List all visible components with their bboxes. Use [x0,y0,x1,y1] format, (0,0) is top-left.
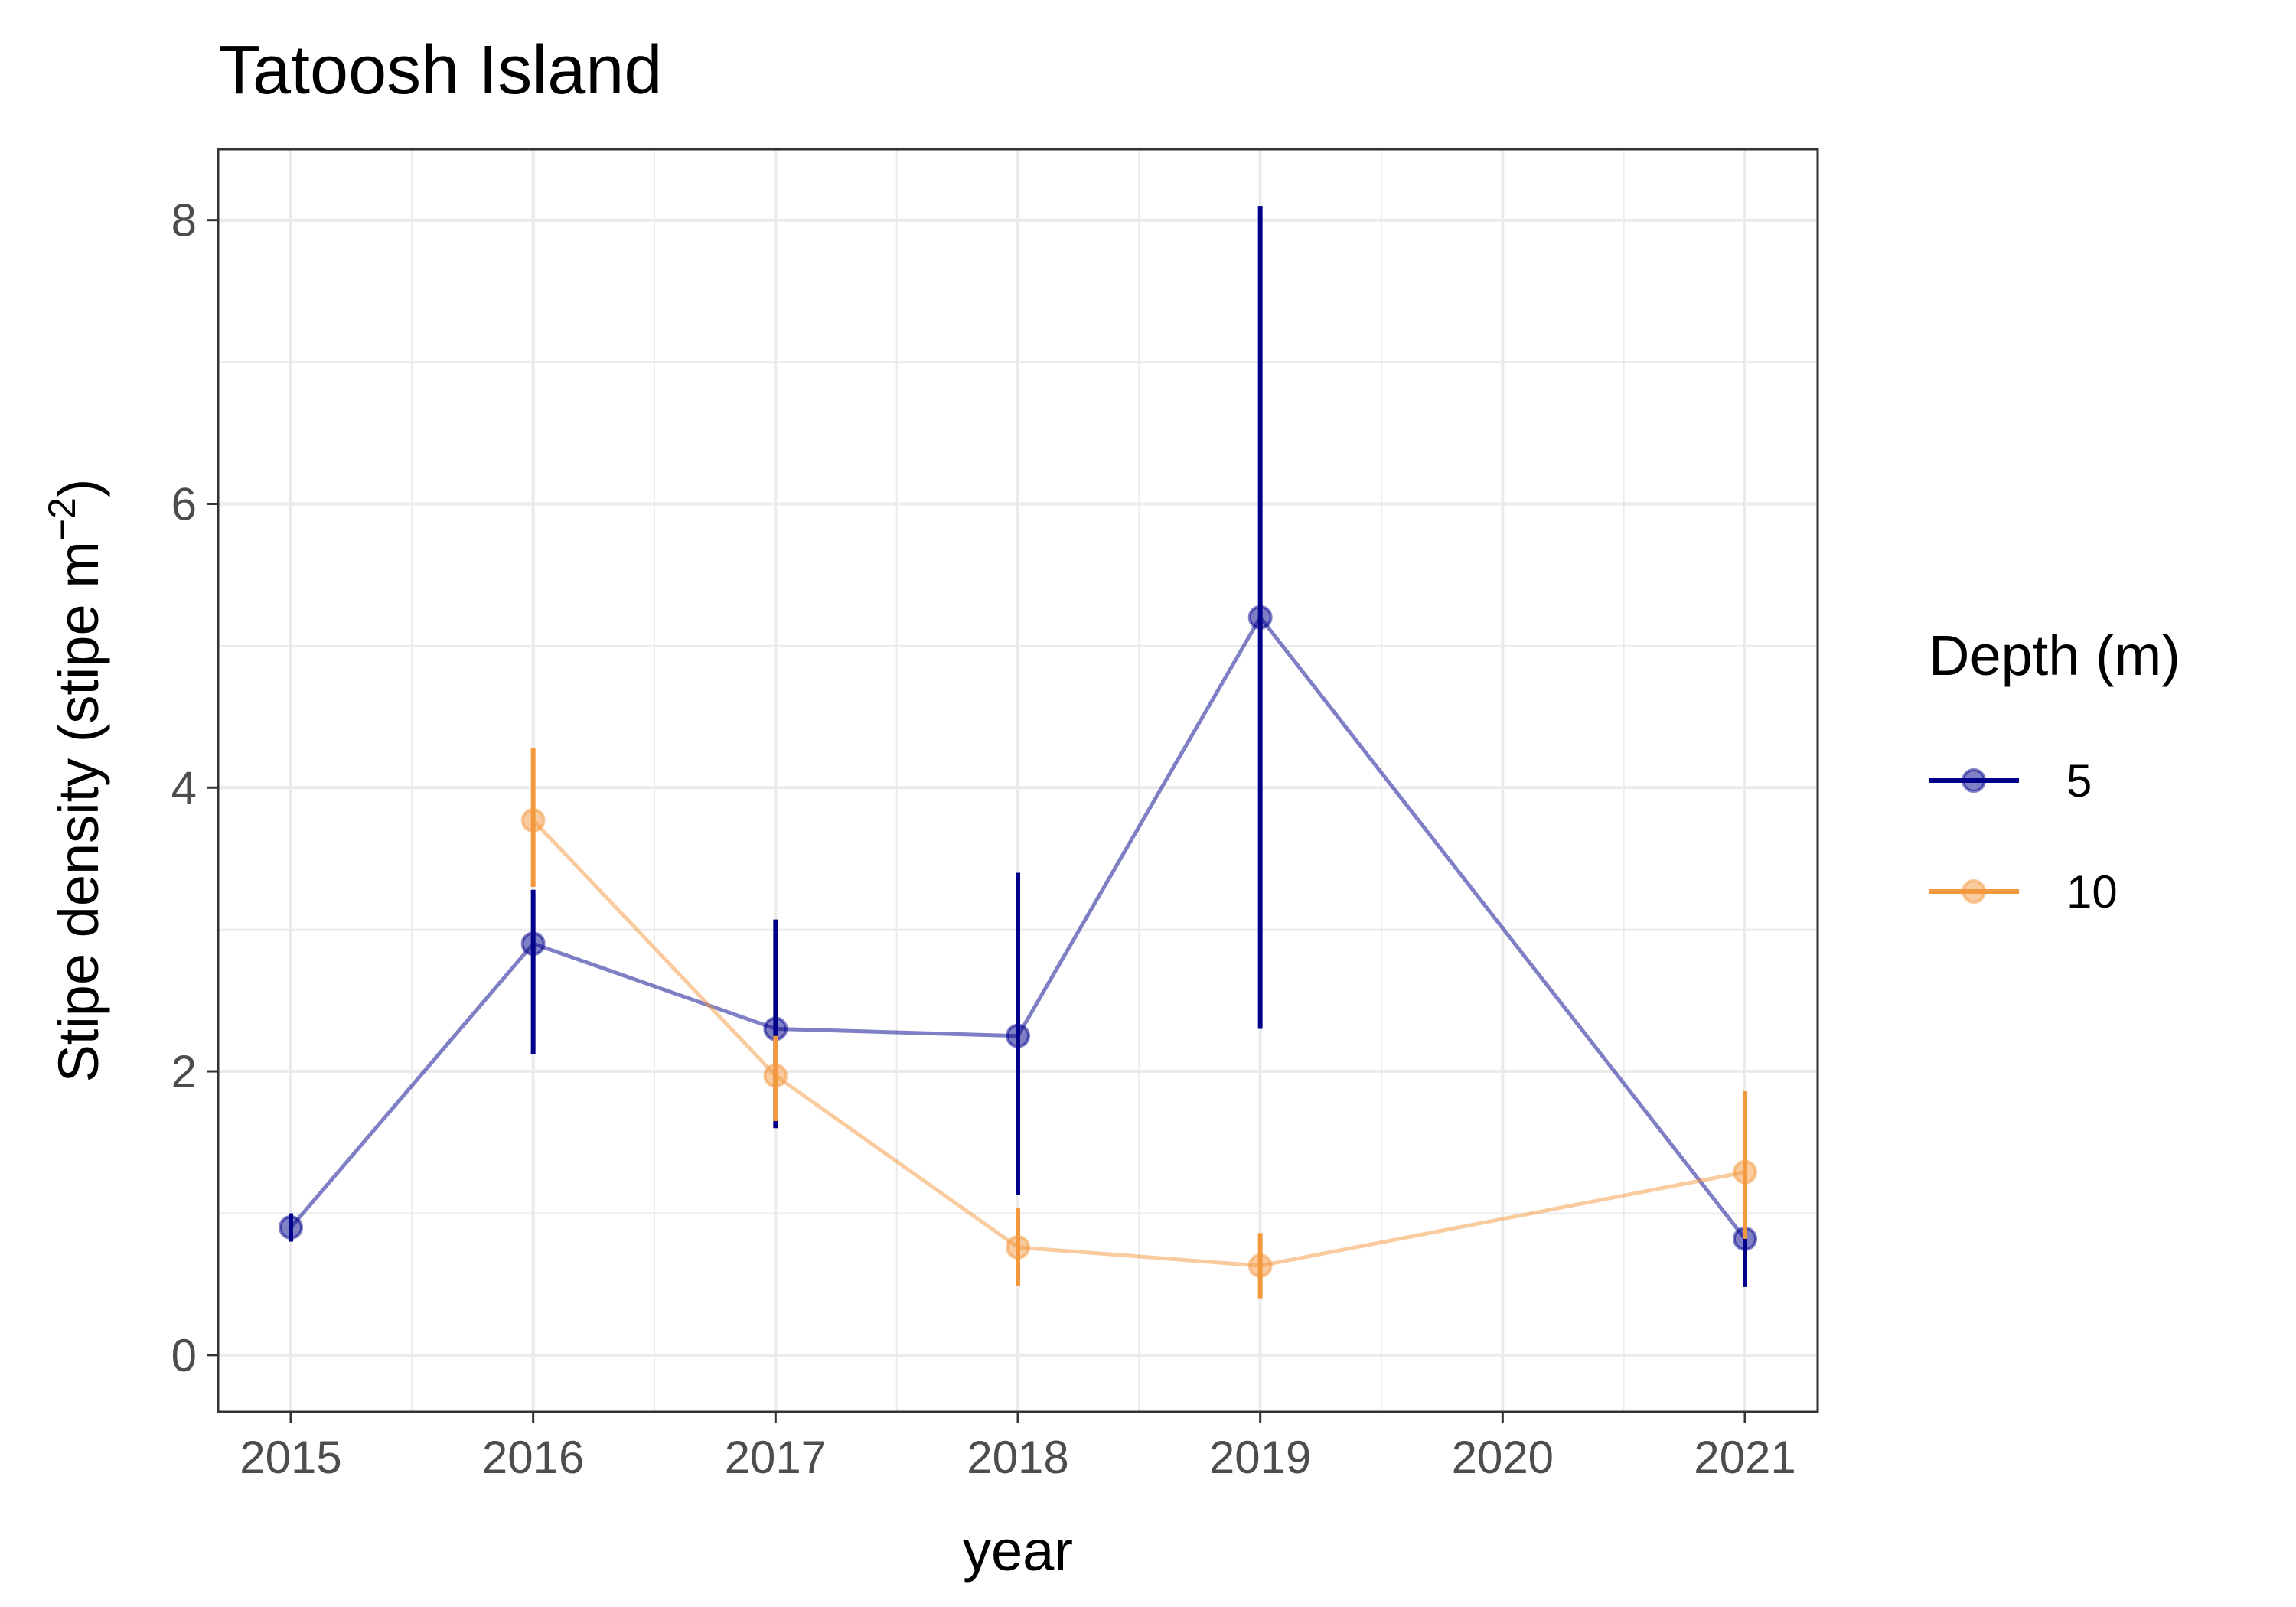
x-tick-label: 2018 [967,1432,1068,1483]
data-point [763,1063,788,1088]
series-10 [520,748,1757,1299]
data-point [520,807,546,833]
x-tick-label: 2021 [1694,1432,1795,1483]
legend-item-5: 5 [1929,755,2092,807]
data-point [1006,1023,1030,1048]
x-axis-title: year [963,1519,1073,1583]
legend-label: 10 [2066,866,2118,918]
y-axis-title-main: Stipe density (stipe m [47,541,110,1082]
y-axis: 0 2 4 6 8 [171,195,218,1381]
series-line [289,614,1746,1240]
y-tick-label: 6 [171,478,197,530]
x-tick-label: 2015 [240,1432,341,1483]
legend: Depth (m) 5 10 [1929,624,2180,918]
y-tick-label: 0 [171,1330,197,1381]
data-point [1247,605,1273,630]
x-tick-label: 2016 [482,1432,584,1483]
x-axis: 2015 2016 2017 2018 2019 2020 2021 [240,1412,1796,1483]
data-point [279,1214,303,1240]
y-tick-label: 2 [171,1046,197,1097]
chart-title: Tatoosh Island [218,32,662,109]
y-axis-title-superscript: −2 [41,497,83,541]
legend-item-10: 10 [1929,866,2118,918]
x-tick-label: 2017 [725,1432,827,1483]
y-axis-title: Stipe density (stipe m−2) [41,478,110,1082]
y-tick-label: 8 [171,195,197,246]
data-point [1733,1159,1757,1185]
legend-title: Depth (m) [1929,624,2180,687]
legend-key-point [1962,768,1986,793]
x-tick-label: 2020 [1452,1432,1554,1483]
data-point [1247,1253,1273,1279]
x-tick-label: 2019 [1209,1432,1311,1483]
legend-key-point [1962,879,1986,904]
series-5 [279,206,1757,1287]
data-point [1006,1234,1030,1260]
y-axis-title-close: ) [47,478,110,497]
data-point [520,931,546,957]
legend-label: 5 [2066,755,2092,807]
legend-items: 5 10 [1929,755,2118,918]
y-tick-label: 4 [171,762,197,813]
series-layer [279,206,1757,1299]
